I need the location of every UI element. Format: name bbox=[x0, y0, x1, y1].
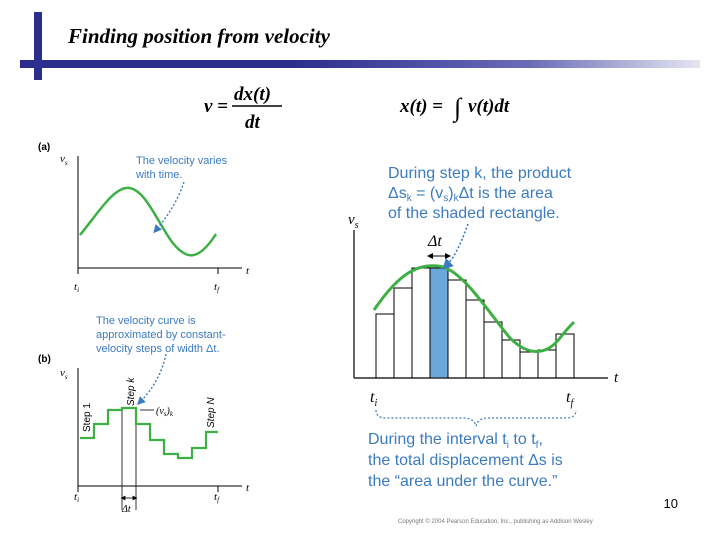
slide-number: 10 bbox=[663, 496, 678, 511]
panel-a-velocity-curve bbox=[79, 186, 218, 257]
eq-integral-sign: ∫ bbox=[452, 93, 463, 123]
panel-b-label: (b) bbox=[38, 354, 51, 365]
panel-c-riemann-bars bbox=[375, 267, 575, 379]
title-accent-horizontal-bar bbox=[20, 60, 700, 68]
rect-10 bbox=[537, 349, 557, 379]
velocity-equations: v = dx(t) dt x(t) = ∫ v(t)dt bbox=[204, 84, 510, 133]
panel-c-callout-line1: During step k, the product bbox=[388, 165, 572, 182]
eq-left-denominator: dt bbox=[245, 112, 261, 133]
panel-c-delta-t-label: Δt bbox=[427, 233, 442, 250]
eq-right-rhs: v(t)dt bbox=[468, 96, 510, 117]
rect-9 bbox=[519, 351, 539, 379]
panel-b-stepk-label: Step k bbox=[126, 377, 137, 406]
panel-b-stepN-label: Step N bbox=[206, 397, 217, 428]
panel-c-interval-brace bbox=[375, 409, 577, 427]
panel-b-step-graph: The velocity curve is approximated by co… bbox=[38, 315, 250, 515]
title-accent-vertical-bar bbox=[34, 12, 42, 80]
panel-c-callout-arrow bbox=[442, 223, 469, 270]
panel-c-callout-line3: of the shaded rectangle. bbox=[388, 205, 560, 222]
panel-b-callout-line2: approximated by constant- bbox=[96, 329, 226, 341]
panel-b-step1-label: Step 1 bbox=[82, 403, 93, 432]
panel-c-ti-label: ti bbox=[370, 389, 377, 409]
panel-a-callout-line2: with time. bbox=[135, 169, 182, 181]
panel-a-callout-line1: The velocity varies bbox=[136, 155, 228, 167]
panel-c-callout-line2: Δsk = (vs)kΔt is the area bbox=[388, 185, 553, 204]
panel-b-tf-label: tf bbox=[214, 491, 220, 504]
copyright-notice: Copyright © 2004 Pearson Education, Inc.… bbox=[398, 519, 593, 525]
panel-c-tf-label: tf bbox=[566, 389, 574, 409]
panel-b-ti-label: ti bbox=[74, 491, 79, 504]
rect-2 bbox=[393, 287, 413, 379]
panel-b-vsk-label: (vs)k bbox=[156, 406, 174, 418]
panel-c-bottom-line1: During the interval ti to tf, bbox=[368, 431, 543, 451]
panel-b-delta-t-label: Δt bbox=[121, 504, 131, 515]
panel-b-step-function bbox=[80, 406, 218, 460]
rect-k-shaded bbox=[429, 267, 449, 379]
panel-c-area-graph: During step k, the product Δsk = (vs)kΔt… bbox=[348, 165, 619, 490]
rect-6 bbox=[465, 299, 485, 379]
panel-a-x-label: t bbox=[246, 265, 250, 277]
panel-c-x-label: t bbox=[614, 370, 619, 386]
panel-b-x-label: t bbox=[246, 482, 250, 494]
panel-a-callout-arrow bbox=[153, 181, 185, 234]
panel-a-label: (a) bbox=[38, 142, 50, 153]
panel-b-y-label: vs bbox=[60, 367, 68, 381]
eq-right-lhs: x(t) = bbox=[399, 96, 443, 117]
eq-left-numerator: dx(t) bbox=[234, 84, 271, 105]
eq-left-lhs: v = bbox=[204, 96, 228, 117]
panel-c-y-label: vs bbox=[348, 212, 359, 231]
rect-1 bbox=[375, 313, 395, 379]
slide-title: Finding position from velocity bbox=[68, 24, 330, 48]
panel-c-bottom-line3: the “area under the curve.” bbox=[368, 473, 557, 490]
panel-c-velocity-curve bbox=[372, 264, 576, 353]
panel-a-y-label: vs bbox=[60, 153, 68, 167]
panel-c-bottom-line2: the total displacement Δs is bbox=[368, 452, 563, 469]
panel-b-callout-arrow bbox=[137, 353, 167, 405]
rect-5 bbox=[447, 279, 467, 379]
rect-7 bbox=[483, 321, 503, 379]
panel-b-callout-line3: velocity steps of width Δt. bbox=[96, 343, 220, 355]
panel-a-velocity-graph: (a) vs t ti tf The velocity varies with … bbox=[38, 142, 250, 294]
panel-b-callout-line1: The velocity curve is bbox=[96, 315, 196, 327]
panel-a-tf-label: tf bbox=[214, 281, 220, 294]
panel-a-ti-label: ti bbox=[74, 281, 79, 294]
rect-3 bbox=[411, 267, 431, 379]
